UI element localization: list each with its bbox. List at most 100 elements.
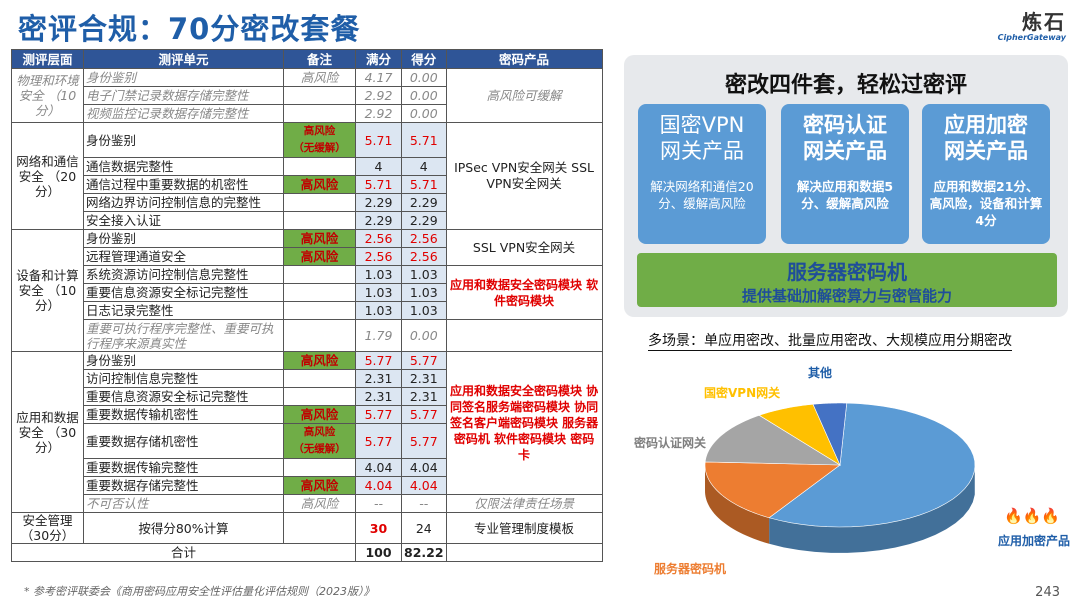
unit-cell: 重要数据传输完整性 xyxy=(83,458,284,477)
unit-cell: 身份鉴别 xyxy=(83,122,284,158)
product-cell: SSL VPN安全网关 xyxy=(445,229,603,266)
unit-cell: 通信过程中重要数据的机密性 xyxy=(83,175,284,194)
unit-cell: 远程管理通道安全 xyxy=(83,247,284,266)
total-score: 82.22 xyxy=(401,543,447,562)
total-full: 100 xyxy=(355,543,402,562)
full-cell: 2.92 xyxy=(355,86,402,105)
score-cell: 0.00 xyxy=(401,104,447,123)
full-cell: 4 xyxy=(355,157,402,176)
note-cell xyxy=(283,86,356,105)
full-cell: 2.31 xyxy=(355,369,402,388)
table-row: 重要数据传输完整性 4.04 4.04 xyxy=(12,458,603,477)
note-cell xyxy=(283,319,356,352)
note-cell xyxy=(283,369,356,388)
high-risk-badge: 高风险 xyxy=(283,247,356,266)
note-cell xyxy=(283,193,356,212)
note-cell xyxy=(283,301,356,320)
unit-cell: 日志记录完整性 xyxy=(83,301,284,320)
pie-slice-0 xyxy=(768,402,976,528)
full-cell: 30 xyxy=(355,512,402,544)
unit-cell: 网络边界访问控制信息的完整性 xyxy=(83,193,284,212)
total-product-cell xyxy=(445,543,603,562)
score-cell: 5.77 xyxy=(401,423,447,459)
table-row: 通信过程中重要数据的机密性 高风险 5.71 5.71 xyxy=(12,175,603,194)
note-cell xyxy=(283,157,356,176)
score-cell: 0.00 xyxy=(401,68,447,87)
pie-side-0 xyxy=(769,468,975,553)
panel-title: 密改四件套，轻松过密评 xyxy=(724,73,967,98)
brand-logo: 炼石 CipherGateway xyxy=(998,6,1066,42)
score-cell: 2.56 xyxy=(401,247,447,266)
full-cell: 1.79 xyxy=(355,319,402,352)
score-cell: 2.31 xyxy=(401,387,447,406)
unit-cell: 通信数据完整性 xyxy=(83,157,284,176)
card-app-encrypt-gateway: 应用加密 网关产品 应用和数据21分、高风险，设备和计算4分 xyxy=(922,104,1050,244)
note-cell: 高风险 xyxy=(283,68,356,87)
table-row: 安全管理 （30分） 按得分80%计算 30 24 专业管理制度模板 xyxy=(11,512,603,544)
full-cell: -- xyxy=(355,494,402,513)
fire-icon: 🔥🔥🔥 xyxy=(1004,507,1061,525)
card-title: 应用加密 网关产品 xyxy=(944,113,1028,163)
high-risk-badge: 高风险 xyxy=(283,405,356,424)
unit-cell: 电子门禁记录数据存储完整性 xyxy=(83,86,284,105)
note-cell xyxy=(283,283,356,302)
card-desc: 解决网络和通信20分、缓解高风险 xyxy=(650,179,754,211)
full-cell: 2.29 xyxy=(355,193,402,212)
layer-cell: 设备和计算安全 （10分） xyxy=(11,229,84,352)
score-cell: 5.77 xyxy=(401,405,447,424)
unit-cell: 重要数据传输机密性 xyxy=(83,405,284,424)
score-cell: 2.29 xyxy=(401,211,447,230)
full-cell: 5.77 xyxy=(355,423,402,459)
evaluation-table: 测评层面 测评单元 备注 满分 得分 密码产品 物理和环境安全 （10分） 身份… xyxy=(11,49,603,562)
full-cell: 4.17 xyxy=(355,68,402,87)
product-cell: 仅限法律责任场景 xyxy=(445,494,603,513)
table-row: 应用和数据安全 （30分） 身份鉴别 高风险 5.77 5.77 应用和数据安全… xyxy=(11,351,603,513)
logo-cn: 炼石 xyxy=(1022,10,1066,34)
score-cell: 2.31 xyxy=(401,369,447,388)
card-desc: 解决应用和数据5分、缓解高风险 xyxy=(796,179,894,211)
card-auth-gateway: 密码认证 网关产品 解决应用和数据5分、缓解高风险 xyxy=(781,104,909,244)
unit-cell: 重要数据存储完整性 xyxy=(83,476,284,495)
score-cell: 5.71 xyxy=(401,175,447,194)
green-title: 服务器密码机 xyxy=(787,260,907,284)
full-cell: 2.56 xyxy=(355,229,402,248)
table-row: 通信数据完整性 4 4 xyxy=(12,157,603,176)
header-unit: 测评单元 xyxy=(83,49,284,69)
card-title: 国密VPN 网关产品 xyxy=(659,113,745,163)
product-cell: 应用和数据安全密码模块 协同签名服务端密码模块 协同签名客户端密码模块 服务器密… xyxy=(445,351,603,495)
header-full: 满分 xyxy=(355,49,402,69)
full-cell: 4.04 xyxy=(355,476,402,495)
unit-cell: 身份鉴别 xyxy=(83,68,284,87)
full-cell: 2.56 xyxy=(355,247,402,266)
score-cell: 2.56 xyxy=(401,229,447,248)
pie-label-0: 应用加密产品 xyxy=(998,533,1070,548)
header-score: 得分 xyxy=(401,49,447,69)
note-cell: 高风险 xyxy=(283,494,356,513)
product-panel: 密改四件套，轻松过密评 国密VPN 网关产品 解决网络和通信20分、缓解高风险 … xyxy=(624,55,1068,317)
card-desc: 应用和数据21分、高风险，设备和计算4分 xyxy=(929,179,1043,228)
score-cell: 5.77 xyxy=(401,351,447,370)
header-note: 备注 xyxy=(283,49,356,69)
pie-slice-2 xyxy=(704,414,842,466)
table-row: 日志记录完整性 1.03 1.03 xyxy=(12,301,603,320)
table-header-row: 测评层面 测评单元 备注 满分 得分 密码产品 xyxy=(11,49,603,69)
table-row: 不可否认性 高风险 -- -- 仅限法律责任场景 xyxy=(12,494,603,513)
score-cell: 4.04 xyxy=(401,476,447,495)
note-cell xyxy=(283,104,356,123)
unit-cell: 重要信息资源安全标记完整性 xyxy=(83,387,284,406)
total-row: 合计 100 82.22 xyxy=(11,543,603,562)
layer-cell: 安全管理 （30分） xyxy=(11,512,84,544)
score-cell: 4 xyxy=(401,157,447,176)
unit-cell: 不可否认性 xyxy=(83,494,284,513)
unit-cell: 按得分80%计算 xyxy=(83,512,284,544)
score-cell: 1.03 xyxy=(401,265,447,284)
score-cell: 1.03 xyxy=(401,301,447,320)
note-cell xyxy=(283,512,356,544)
full-cell: 5.71 xyxy=(355,122,402,158)
table-row: 视频监控记录数据存储完整性 2.92 0.00 xyxy=(12,104,603,123)
layer-cell: 物理和环境安全 （10分） xyxy=(11,68,84,123)
pie-side-1 xyxy=(705,464,770,544)
layer-cell: 应用和数据安全 （30分） xyxy=(11,351,84,513)
score-cell: 2.29 xyxy=(401,193,447,212)
